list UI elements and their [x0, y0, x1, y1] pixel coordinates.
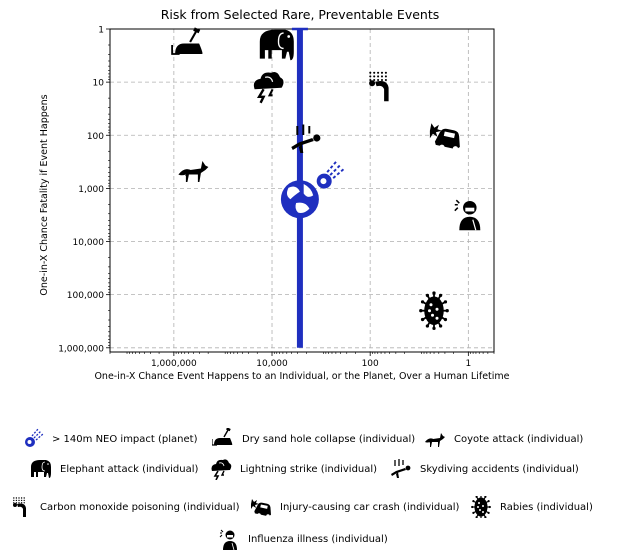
asteroid-icon: [25, 428, 44, 447]
coyote-icon: [425, 433, 445, 447]
legend-item-influenza: Influenza illness (individual): [218, 528, 388, 550]
legend-item-coyote: Coyote attack (individual): [424, 428, 583, 450]
asteroid-icon: [316, 160, 345, 189]
risk-chart: Risk from Selected Rare, Preventable Eve…: [39, 7, 510, 382]
y-tick-label: 1,000,000: [58, 344, 104, 354]
legend-label: Carbon monoxide poisoning (individual): [40, 501, 240, 513]
legend-label: > 140m NEO impact (planet): [52, 433, 198, 445]
carbon-monoxide-icon: [369, 71, 389, 102]
y-tick-label: 10: [93, 79, 105, 89]
chart-legend: > 140m NEO impact (planet) Dry sand hole…: [0, 420, 634, 560]
coyote-icon: [178, 161, 209, 182]
lightning-cloud-icon: [211, 459, 232, 480]
legend-item-lightning: Lightning strike (individual): [210, 458, 377, 480]
legend-label: Rabies (individual): [500, 501, 593, 513]
y-tick-label: 10,000: [73, 238, 105, 248]
y-axis-label: One-in-X Chance Fatality if Event Happen…: [39, 94, 50, 295]
legend-label: Dry sand hole collapse (individual): [242, 433, 416, 445]
legend-item-car-crash: Injury-causing car crash (individual): [250, 496, 459, 518]
planet-icon: [280, 180, 319, 219]
flu-icon: [454, 199, 481, 231]
legend-item-sand-hole: Dry sand hole collapse (individual): [212, 428, 415, 450]
flu-icon: [219, 529, 237, 550]
y-tick-label: 100,000: [67, 291, 104, 301]
legend-label: Skydiving accidents (individual): [420, 463, 579, 475]
chart-title: Risk from Selected Rare, Preventable Eve…: [161, 7, 440, 22]
elephant-icon: [259, 29, 294, 61]
legend-label: Elephant attack (individual): [60, 463, 199, 475]
skydiver-icon: [391, 459, 411, 478]
skydiver-icon: [291, 124, 321, 153]
sand-hole-icon: [212, 428, 233, 446]
legend-item-neo-impact: > 140m NEO impact (planet): [22, 428, 197, 450]
x-tick-label: 1,000,000: [151, 359, 197, 369]
virus-icon: [471, 496, 491, 518]
y-tick-label: 100: [87, 132, 104, 142]
x-axis-label: One-in-X Chance Event Happens to an Indi…: [94, 371, 509, 382]
y-tick-label: 1,000: [78, 185, 104, 195]
y-tick-label: 1: [98, 26, 104, 36]
legend-label: Lightning strike (individual): [240, 463, 378, 475]
legend-label: Coyote attack (individual): [454, 433, 584, 445]
legend-item-skydiving: Skydiving accidents (individual): [390, 458, 579, 480]
x-tick-label: 100: [362, 359, 379, 369]
carbon-monoxide-icon: [13, 497, 26, 517]
car-crash-icon: [251, 499, 271, 518]
virus-icon: [419, 291, 449, 331]
lightning-cloud-icon: [253, 71, 284, 104]
legend-label: Influenza illness (individual): [248, 533, 388, 545]
sand-hole-icon: [171, 27, 203, 55]
x-tick-label: 10,000: [256, 359, 288, 369]
car-crash-icon: [429, 123, 460, 152]
legend-item-elephant: Elephant attack (individual): [30, 458, 198, 480]
x-tick-label: 1: [465, 359, 471, 369]
legend-item-rabies: Rabies (individual): [470, 496, 593, 518]
legend-label: Injury-causing car crash (individual): [280, 501, 460, 513]
legend-item-carbon-monoxide: Carbon monoxide poisoning (individual): [10, 496, 239, 518]
elephant-icon: [31, 460, 51, 478]
